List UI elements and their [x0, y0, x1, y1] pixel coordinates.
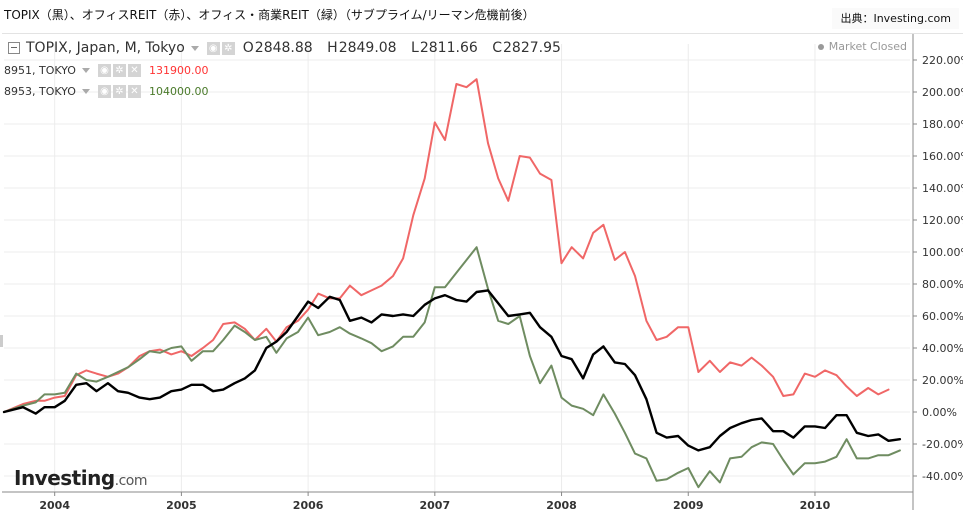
y-tick-label: 180.00%: [922, 118, 963, 131]
ohlc-readout: O2848.88 H2849.08 L2811.66 C2827.95: [243, 40, 571, 56]
close-key: C: [492, 40, 502, 56]
collapse-legend-icon[interactable]: [8, 42, 20, 54]
legend: TOPIX, Japan, M, Tokyo ◉ ✲ O2848.88 H284…: [4, 36, 571, 102]
open-value: 2848.88: [254, 40, 313, 56]
status-dot-icon: [817, 44, 824, 50]
investing-logo: Investing.com: [14, 466, 148, 490]
legend-value-8951: 131900.00: [148, 64, 209, 77]
y-tick-label: 40.00%: [922, 342, 963, 355]
y-tick-label: -40.00%: [922, 470, 963, 483]
low-key: L: [411, 40, 419, 56]
legend-row-8953: 8953, TOKYO ◉ ✲ ✕ 104000.00: [4, 81, 571, 102]
legend-row-8951: 8951, TOKYO ◉ ✲ ✕ 131900.00: [4, 60, 571, 81]
y-tick-label: 20.00%: [922, 374, 963, 387]
page-title: TOPIX（黒）、オフィスREIT（赤）、オフィス・商業REIT（緑）（サブプラ…: [4, 8, 535, 22]
logo-text: Investing: [14, 466, 115, 490]
high-key: H: [327, 40, 338, 56]
x-tick-label: 2008: [546, 499, 577, 510]
market-status-text: Market Closed: [828, 40, 907, 53]
y-tick-label: 60.00%: [922, 310, 963, 323]
y-tick-label: -20.00%: [922, 438, 963, 451]
x-tick-label: 2005: [166, 499, 197, 510]
market-status: Market Closed: [817, 40, 907, 53]
series-line-8953-tokyo: [3, 246, 901, 489]
gear-icon[interactable]: ✲: [112, 64, 126, 77]
y-tick-label: 220.00%: [922, 54, 963, 67]
y-tick-label: 80.00%: [922, 278, 963, 291]
series-line-8951-tokyo: [3, 78, 890, 413]
low-value: 2811.66: [419, 40, 478, 56]
eye-icon[interactable]: ◉: [97, 64, 111, 77]
close-icon[interactable]: ✕: [127, 64, 141, 77]
legend-value-8953: 104000.00: [148, 85, 209, 98]
x-tick-label: 2004: [39, 499, 70, 510]
legend-label-8953[interactable]: 8953, TOKYO: [4, 85, 76, 98]
eye-icon[interactable]: ◉: [206, 41, 220, 55]
gear-icon[interactable]: ✲: [112, 85, 126, 98]
x-tick-label: 2007: [420, 499, 451, 510]
y-tick-label: 200.00%: [922, 86, 963, 99]
x-tick-label: 2006: [293, 499, 324, 510]
close-icon[interactable]: ✕: [127, 85, 141, 98]
gear-icon[interactable]: ✲: [221, 41, 235, 55]
line-chart[interactable]: -40.00% -20.00% 0.00% 20.00% 40.00% 60.00% 80.…: [2, 34, 963, 510]
chevron-down-icon[interactable]: [81, 89, 90, 94]
series-line-topix: [2, 289, 902, 452]
logo-suffix: .com: [114, 473, 148, 489]
y-tick-label: 120.00%: [922, 214, 963, 227]
legend-main-row: TOPIX, Japan, M, Tokyo ◉ ✲ O2848.88 H284…: [4, 36, 571, 60]
chevron-down-icon[interactable]: [190, 45, 199, 51]
chart-frame[interactable]: -40.00% -20.00% 0.00% 20.00% 40.00% 60.00% 80.…: [2, 33, 963, 510]
legend-label-8951[interactable]: 8951, TOKYO: [4, 64, 76, 77]
main-symbol-label[interactable]: TOPIX, Japan, M, Tokyo: [26, 40, 185, 56]
y-tick-label: 0.00%: [922, 406, 957, 419]
chart-edge-marker: [0, 335, 3, 347]
chevron-down-icon[interactable]: [81, 68, 90, 73]
y-tick-label: 100.00%: [922, 246, 963, 259]
source-credit: 出典：Investing.com: [832, 8, 959, 29]
close-value: 2827.95: [503, 40, 561, 56]
high-value: 2849.08: [338, 40, 397, 56]
y-tick-label: 140.00%: [922, 182, 963, 195]
eye-icon[interactable]: ◉: [97, 85, 111, 98]
y-tick-label: 160.00%: [922, 150, 963, 163]
x-tick-label: 2010: [800, 499, 831, 510]
x-tick-label: 2009: [673, 499, 704, 510]
open-key: O: [242, 40, 254, 56]
